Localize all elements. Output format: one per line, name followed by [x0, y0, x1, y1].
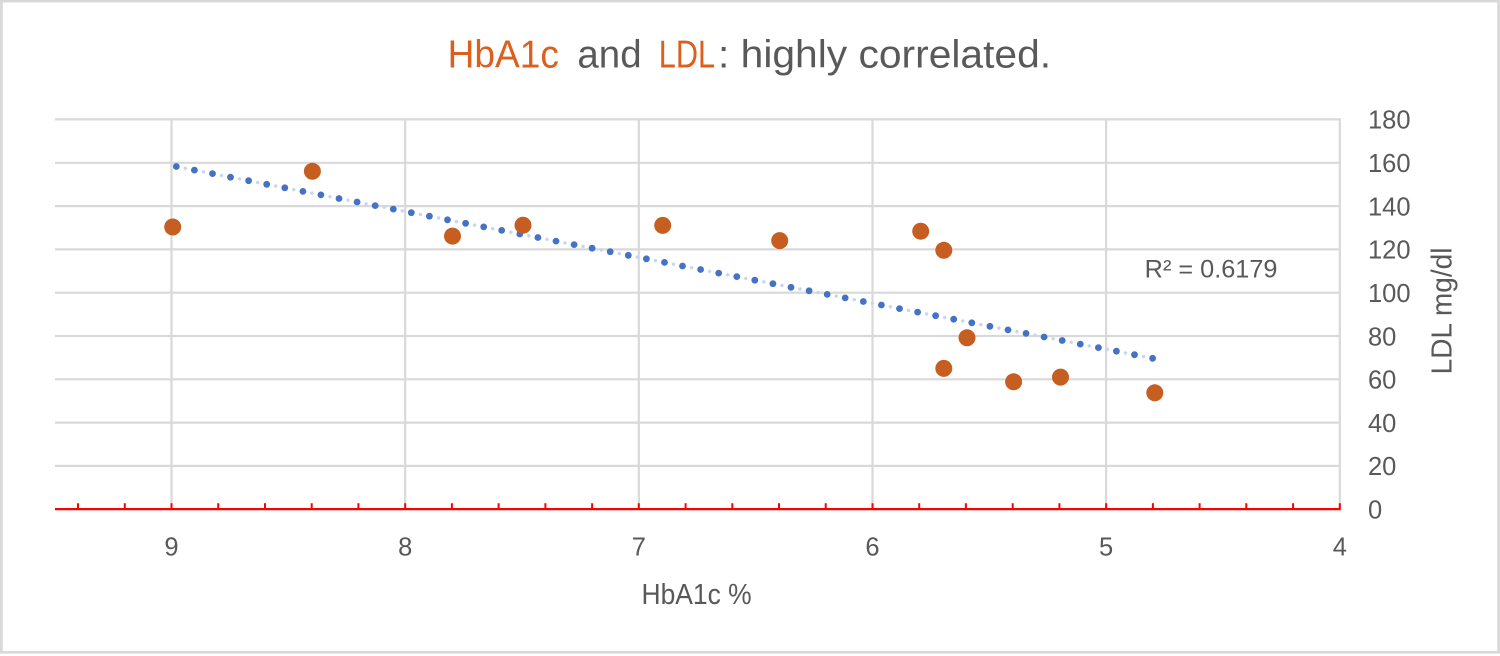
- svg-text:5: 5: [1099, 534, 1113, 562]
- svg-text:6: 6: [865, 534, 879, 562]
- svg-text:160: 160: [1368, 150, 1411, 178]
- svg-text:R² = 0.6179: R² = 0.6179: [1145, 256, 1278, 283]
- svg-text:60: 60: [1368, 367, 1396, 395]
- svg-text:120: 120: [1368, 237, 1411, 265]
- svg-text:: highly correlated.: : highly correlated.: [718, 33, 1051, 76]
- svg-text:HbA1c: HbA1c: [448, 33, 559, 76]
- svg-text:100: 100: [1368, 280, 1411, 308]
- svg-text:180: 180: [1368, 107, 1411, 135]
- svg-text:7: 7: [632, 534, 646, 562]
- svg-text:LDL mg/dl: LDL mg/dl: [1427, 247, 1459, 374]
- svg-text:20: 20: [1368, 453, 1396, 481]
- svg-text:and: and: [577, 33, 641, 76]
- svg-text:LDL: LDL: [659, 33, 715, 76]
- svg-text:40: 40: [1368, 410, 1396, 438]
- svg-text:80: 80: [1368, 323, 1396, 351]
- svg-text:140: 140: [1368, 193, 1411, 221]
- svg-text:8: 8: [398, 534, 412, 562]
- svg-text:9: 9: [164, 534, 178, 562]
- svg-text:4: 4: [1333, 534, 1347, 562]
- svg-text:0: 0: [1368, 497, 1382, 525]
- svg-text:HbA1c %: HbA1c %: [642, 579, 752, 611]
